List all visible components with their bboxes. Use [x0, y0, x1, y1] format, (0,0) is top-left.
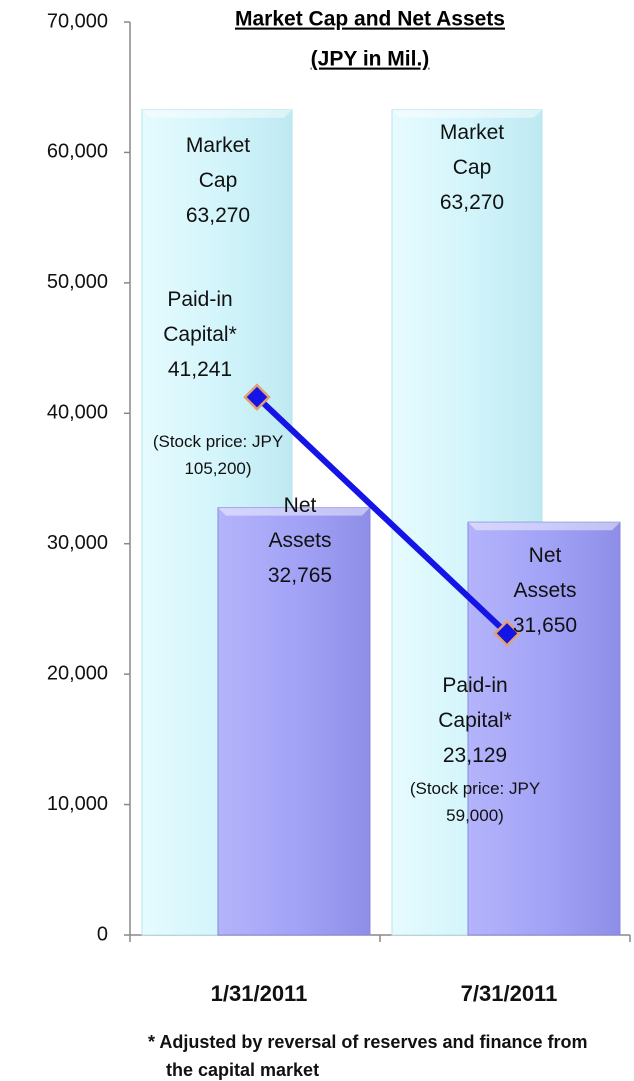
value-label: 41,241 — [167, 358, 233, 381]
annotation: (Stock price: JPY 105,200) — [152, 432, 284, 478]
bar-top — [468, 522, 620, 531]
value-label: 31,650 — [512, 614, 578, 637]
footnote: * Adjusted by reversal of reserves and f… — [148, 1032, 588, 1080]
y-tick-label: 70,000 — [47, 10, 108, 32]
x-tick-label: 7/31/2011 — [461, 981, 558, 1006]
y-tick-label: 20,000 — [47, 662, 108, 684]
x-tick-label: 1/31/2011 — [211, 981, 308, 1006]
marker — [493, 619, 521, 648]
value-label: 63,270 — [185, 204, 251, 227]
y-tick-label: 10,000 — [47, 793, 108, 815]
bar-top — [142, 109, 292, 118]
annotation: (Stock price: JPY 59,000) — [409, 779, 541, 825]
series-label: Paid-in Capital* — [438, 674, 512, 732]
chart-title: Market Cap and Net Assets — [235, 8, 505, 31]
value-label: 63,270 — [439, 191, 505, 214]
series-label: Market Cap — [185, 134, 251, 192]
series-label: Paid-in Capital* — [163, 288, 237, 346]
series-label: Market Cap — [439, 121, 505, 179]
bar-top — [392, 109, 542, 118]
value-label: 23,129 — [442, 744, 508, 767]
series-label: Net Assets — [268, 494, 332, 552]
chart-subtitle: (JPY in Mil.) — [311, 48, 430, 71]
y-tick-label: 40,000 — [47, 402, 108, 424]
marker — [243, 383, 271, 411]
y-tick-label: 30,000 — [47, 532, 108, 554]
y-tick-label: 50,000 — [47, 271, 108, 293]
bar — [217, 507, 371, 936]
y-tick-label: 0 — [97, 923, 108, 945]
value-label: 32,765 — [267, 564, 333, 587]
y-tick-label: 60,000 — [47, 141, 108, 163]
bar — [467, 521, 621, 936]
line — [254, 394, 510, 636]
series-label: Net Assets — [513, 544, 577, 602]
bar-top — [218, 507, 370, 516]
